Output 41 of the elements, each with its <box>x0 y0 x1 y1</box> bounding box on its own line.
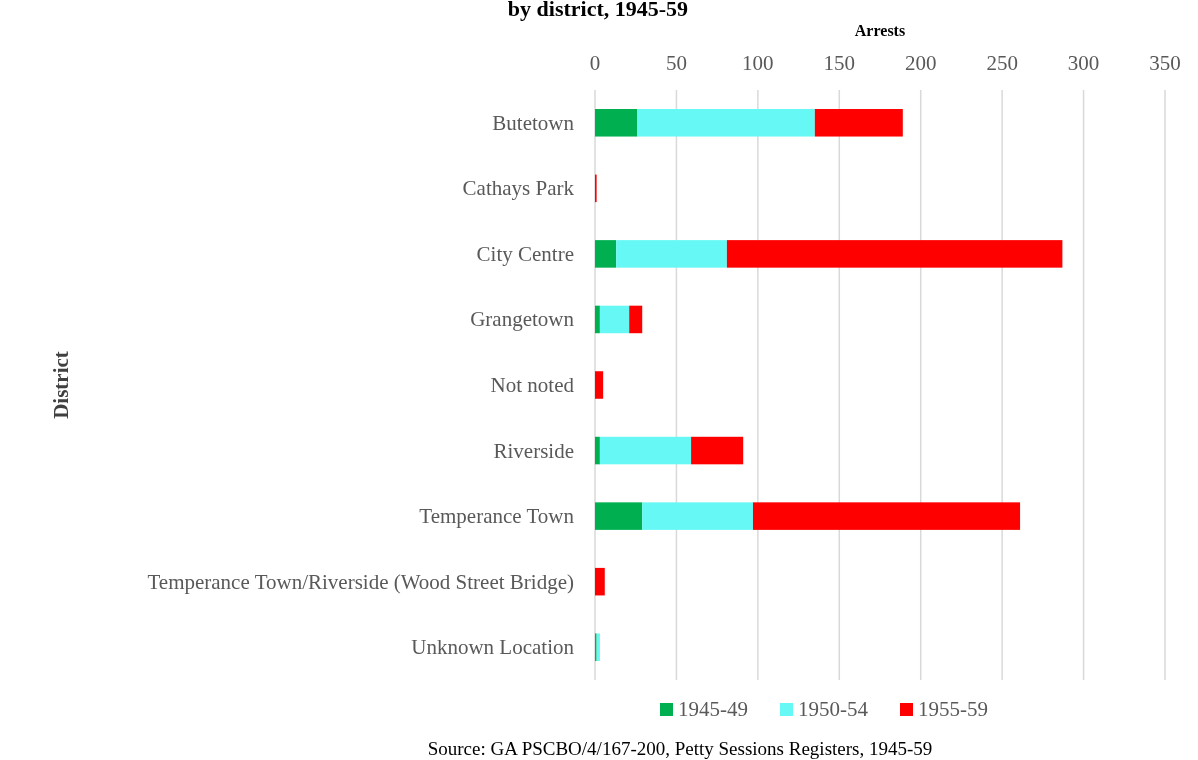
y-axis-title: District <box>49 351 73 419</box>
bar <box>642 502 753 530</box>
y-tick-label: Butetown <box>492 110 575 135</box>
bar <box>599 436 692 465</box>
bar <box>595 240 617 268</box>
bar <box>616 240 727 268</box>
bar <box>599 305 630 334</box>
bar <box>752 502 1021 530</box>
bar <box>726 240 1063 268</box>
y-tick-label: City Centre <box>476 241 574 266</box>
x-tick-label: 300 <box>1067 51 1100 75</box>
x-tick-label: 50 <box>665 51 687 75</box>
y-tick-label: Grangetown <box>470 307 575 332</box>
legend-label: 1955-59 <box>918 697 988 721</box>
bar <box>595 305 600 334</box>
bar <box>595 436 600 465</box>
x-tick-label: 100 <box>742 51 774 75</box>
y-tick-label: Unknown Location <box>411 635 575 660</box>
y-tick-label: Not noted <box>490 373 575 397</box>
y-tick-label: Riverside <box>493 438 574 463</box>
bar <box>595 502 643 530</box>
bar <box>595 109 638 137</box>
legend-label: 1950-54 <box>798 697 869 721</box>
source-note: Source: GA PSCBO/4/167-200, Petty Sessions Registers, 1945-59 <box>427 738 933 759</box>
x-axis-title: Arrests <box>854 22 906 39</box>
x-tick-label: 200 <box>904 51 937 75</box>
legend-label: 1945-49 <box>678 697 748 721</box>
bar <box>691 436 744 465</box>
x-tick-label: 150 <box>823 51 856 75</box>
y-tick-label: Temperance Town <box>419 504 575 529</box>
bar <box>637 109 815 137</box>
bar <box>629 305 643 334</box>
bar <box>595 371 604 399</box>
y-tick-label: Cathays Park <box>462 176 575 201</box>
bar <box>814 109 903 137</box>
chart-title: by district, 1945-59 <box>507 0 689 21</box>
bar <box>595 567 605 596</box>
x-tick-label: 350 <box>1149 51 1181 75</box>
x-tick-label: 0 <box>589 51 601 75</box>
y-tick-label: Temperance Town/Riverside (Wood Street Bridge) <box>147 569 574 594</box>
x-tick-label: 250 <box>986 51 1018 75</box>
